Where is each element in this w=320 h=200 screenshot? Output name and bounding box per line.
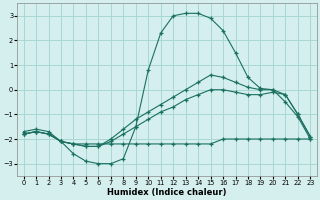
X-axis label: Humidex (Indice chaleur): Humidex (Indice chaleur) (107, 188, 227, 197)
